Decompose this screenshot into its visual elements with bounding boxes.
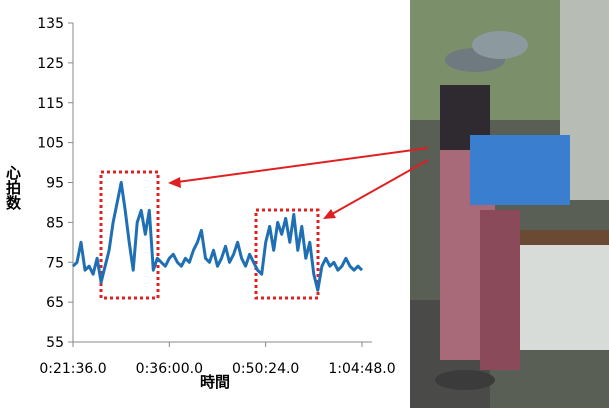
highlight-box	[99, 170, 160, 300]
y-tick-label: 55	[46, 335, 64, 351]
photo	[410, 0, 609, 408]
x-tick-label: 0:50:24.0	[232, 361, 299, 377]
y-axis-label: 心拍数	[4, 165, 22, 211]
x-axis-label: 時間	[200, 373, 230, 391]
y-tick-label: 125	[37, 56, 64, 72]
y-tick-label: 105	[37, 136, 64, 152]
y-tick-label: 95	[46, 176, 64, 192]
arrow	[324, 159, 429, 219]
x-tick-label: 0:21:36.0	[39, 361, 106, 377]
x-tick-label: 1:04:48.0	[328, 361, 395, 377]
arrow-head	[168, 177, 181, 188]
data-line	[71, 181, 364, 292]
x-tick-label: 0:36:00.0	[136, 361, 203, 377]
arrow-head	[323, 209, 336, 219]
y-tick-label: 65	[46, 295, 64, 311]
y-tick-label: 75	[46, 255, 64, 271]
y-tick-label: 85	[46, 215, 64, 231]
arrow	[169, 147, 429, 184]
y-tick-label: 115	[37, 96, 64, 112]
y-tick-label: 135	[37, 16, 64, 32]
highlight-box	[254, 208, 320, 300]
